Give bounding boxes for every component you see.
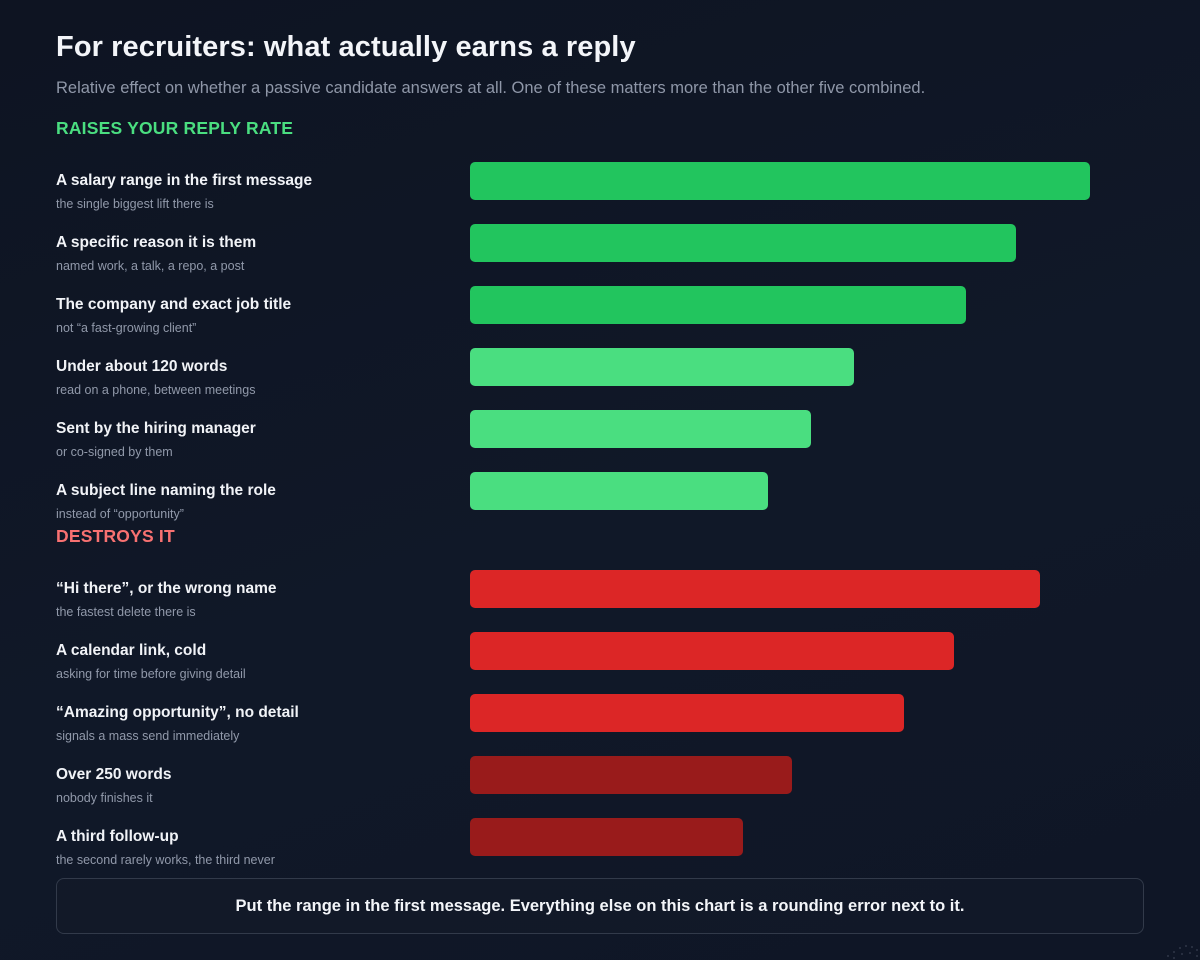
bar-note: not “a fast-growing client” (56, 321, 197, 335)
bar (470, 348, 854, 386)
bar (470, 162, 1090, 200)
callout-text: Put the range in the first message. Ever… (235, 896, 965, 915)
section-header-destroys: DESTROYS IT (56, 526, 175, 546)
bar-label: A specific reason it is them (56, 234, 257, 251)
corner-dots-decoration (1167, 945, 1198, 959)
bar-note: instead of “opportunity” (56, 507, 184, 521)
bar-note: asking for time before giving detail (56, 667, 246, 681)
bar (470, 694, 904, 732)
bar-row: A calendar link, cold asking for time bef… (56, 632, 1144, 696)
bar-row: A salary range in the first message the s… (56, 162, 1144, 226)
bar-label: Under about 120 words (56, 358, 228, 375)
bar-row: A third follow-up the second rarely works… (56, 818, 1144, 882)
bar-note: signals a mass send immediately (56, 729, 240, 743)
bar-row: Sent by the hiring manager or co-signed b… (56, 410, 1144, 474)
bar-note: or co-signed by them (56, 445, 173, 459)
bar (470, 818, 743, 856)
bar-note: the single biggest lift there is (56, 197, 214, 211)
bar (470, 410, 811, 448)
section-header-raises: RAISES YOUR REPLY RATE (56, 118, 294, 138)
bar (470, 756, 792, 794)
takeaway-callout: Put the range in the first message. Ever… (56, 878, 1144, 934)
bar-label: “Amazing opportunity”, no detail (56, 704, 299, 721)
bar-label: The company and exact job title (56, 296, 292, 313)
bar-label: Over 250 words (56, 766, 172, 783)
bar-note: the fastest delete there is (56, 605, 196, 619)
bar-row: Over 250 words nobody finishes it (56, 756, 1144, 820)
page-title: For recruiters: what actually earns a re… (56, 31, 636, 63)
bar (470, 472, 768, 510)
bar-label: A third follow-up (56, 828, 179, 845)
page-subtitle: Relative effect on whether a passive can… (56, 79, 926, 97)
bar-row: “Hi there”, or the wrong name the fastest… (56, 570, 1144, 634)
bar-label: Sent by the hiring manager (56, 420, 256, 437)
bar (470, 224, 1016, 262)
bar-row: Under about 120 words read on a phone, be… (56, 348, 1144, 412)
bar-label: A calendar link, cold (56, 642, 207, 659)
bar-row: The company and exact job title not “a fa… (56, 286, 1144, 350)
bar-row: A subject line naming the role instead of… (56, 472, 1144, 536)
bar-label: A salary range in the first message (56, 172, 313, 189)
bar (470, 286, 966, 324)
bar-label: “Hi there”, or the wrong name (56, 580, 277, 597)
bar-note: nobody finishes it (56, 791, 153, 805)
bar (470, 632, 954, 670)
bar-label: A subject line naming the role (56, 482, 276, 499)
bar (470, 570, 1040, 608)
chart-page: For recruiters: what actually earns a re… (56, 0, 1144, 960)
bar-note: read on a phone, between meetings (56, 383, 256, 397)
bar-note: the second rarely works, the third never (56, 853, 275, 867)
bar-row: “Amazing opportunity”, no detail signals … (56, 694, 1144, 758)
bar-note: named work, a talk, a repo, a post (56, 259, 245, 273)
bar-row: A specific reason it is them named work, … (56, 224, 1144, 288)
